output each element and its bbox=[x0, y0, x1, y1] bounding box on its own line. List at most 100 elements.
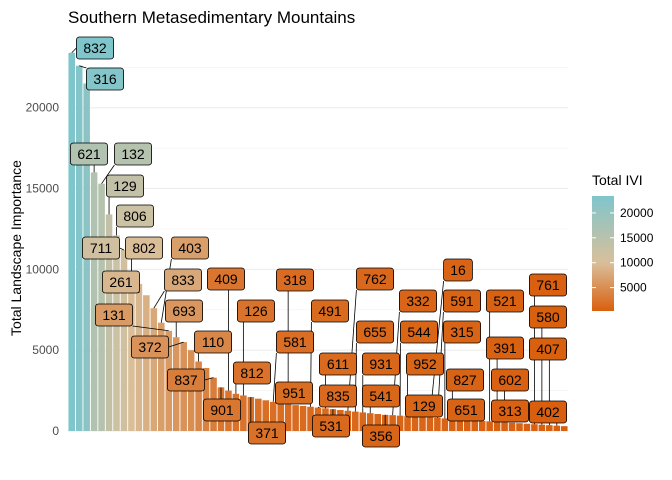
bar-label: 402 bbox=[536, 404, 560, 420]
bar-label-box bbox=[86, 67, 125, 91]
bar-label: 403 bbox=[178, 240, 202, 256]
bar-label-box bbox=[361, 352, 400, 376]
bar-label: 931 bbox=[369, 356, 393, 372]
bar bbox=[299, 405, 307, 431]
bar-label: 316 bbox=[93, 71, 117, 87]
legend-tick-label: 10000 bbox=[620, 256, 654, 270]
bar bbox=[158, 322, 165, 431]
bar-label: 372 bbox=[138, 339, 162, 355]
bar bbox=[538, 424, 546, 431]
bar-label-box bbox=[361, 424, 400, 448]
label-connector bbox=[153, 290, 165, 309]
bar-label: 761 bbox=[536, 277, 560, 293]
bar-label: 315 bbox=[450, 324, 474, 340]
bar-label: 693 bbox=[172, 303, 196, 319]
bar bbox=[508, 422, 516, 431]
bar-label: 611 bbox=[327, 356, 350, 372]
bar-label-box bbox=[82, 236, 121, 260]
bar-label: 131 bbox=[102, 307, 126, 323]
bar bbox=[553, 425, 561, 431]
bar bbox=[255, 398, 262, 431]
bar-label: 901 bbox=[210, 402, 234, 418]
bar bbox=[411, 416, 419, 431]
bar bbox=[352, 411, 359, 431]
label-connector bbox=[272, 352, 277, 402]
bar-label-box bbox=[95, 303, 134, 327]
bar-label: 655 bbox=[363, 324, 387, 340]
bar-label-box bbox=[311, 414, 350, 438]
bar-label-box bbox=[125, 236, 164, 260]
bar bbox=[486, 421, 493, 431]
bar-label: 544 bbox=[407, 324, 431, 340]
bar bbox=[419, 416, 426, 431]
label-connector bbox=[101, 164, 115, 184]
bar bbox=[366, 413, 374, 431]
bar-label: 580 bbox=[536, 309, 560, 325]
label-connector bbox=[168, 341, 184, 348]
bar-labels: 832 316 621 132 129 806 711 802 261 833 403 131 693 3… bbox=[70, 36, 568, 448]
bar-label: 129 bbox=[412, 398, 436, 414]
bar-label-box bbox=[445, 368, 484, 392]
bar bbox=[531, 424, 538, 431]
bar-label: 827 bbox=[453, 372, 477, 388]
bar-label: 837 bbox=[174, 372, 198, 388]
bar-label: 132 bbox=[121, 146, 145, 162]
bar-label: 531 bbox=[319, 418, 343, 434]
bar bbox=[359, 412, 367, 431]
bar bbox=[404, 416, 411, 431]
bar bbox=[374, 414, 381, 431]
bar bbox=[269, 401, 277, 431]
bar bbox=[493, 421, 501, 431]
bar-label-box bbox=[399, 320, 438, 344]
bar-label-box bbox=[318, 352, 357, 376]
bar-label: 313 bbox=[498, 403, 522, 419]
bar-label: 762 bbox=[363, 271, 387, 287]
bar-label-box bbox=[446, 398, 485, 422]
bar-label-box bbox=[355, 320, 394, 344]
bar bbox=[516, 423, 523, 431]
bar-label: 391 bbox=[493, 340, 517, 356]
bar bbox=[292, 405, 299, 431]
bar-label-box bbox=[485, 336, 524, 360]
bar bbox=[75, 65, 83, 431]
bar-label: 951 bbox=[282, 385, 306, 401]
bar-label-box bbox=[404, 394, 443, 418]
bar bbox=[277, 403, 284, 431]
bar-label-box bbox=[355, 267, 394, 291]
bar-label-box bbox=[318, 384, 357, 408]
legend-title: Total IVI bbox=[592, 172, 643, 188]
bar-label-box bbox=[164, 299, 203, 323]
bar-label: 110 bbox=[202, 334, 225, 350]
legend-tick-label: 20000 bbox=[620, 206, 654, 220]
bar-label: 806 bbox=[123, 208, 147, 224]
y-axis-label: Total Landscape Importance bbox=[8, 160, 24, 336]
bar-label-box bbox=[116, 204, 155, 228]
bar bbox=[523, 423, 531, 431]
bar-label-box bbox=[405, 352, 444, 376]
bar bbox=[434, 417, 441, 431]
bar bbox=[90, 172, 98, 431]
bar bbox=[143, 295, 150, 431]
y-tick-label: 10000 bbox=[26, 262, 60, 276]
bar bbox=[441, 418, 449, 431]
legend: Total IVI 5000 10000 15000 20000 bbox=[592, 172, 654, 311]
bar-label-box bbox=[529, 337, 568, 361]
y-axis-ticks: 0 5000 10000 15000 20000 bbox=[26, 101, 60, 438]
bar bbox=[120, 249, 128, 431]
bar bbox=[240, 395, 247, 431]
bar-label: 261 bbox=[109, 274, 133, 290]
bar-label-box bbox=[130, 335, 169, 359]
bar-label: 835 bbox=[326, 388, 350, 404]
bar-label: 541 bbox=[369, 388, 393, 404]
bar-label: 581 bbox=[283, 334, 307, 350]
bar-label: 832 bbox=[83, 40, 107, 56]
bar-label: 591 bbox=[450, 293, 474, 309]
bar-label-box bbox=[236, 299, 275, 323]
bar-label-box bbox=[206, 267, 245, 291]
y-tick-label: 15000 bbox=[26, 182, 60, 196]
bar-label: 521 bbox=[493, 293, 517, 309]
bar bbox=[113, 235, 120, 431]
bar-label-box bbox=[529, 305, 568, 329]
bar-label-box bbox=[443, 258, 473, 282]
